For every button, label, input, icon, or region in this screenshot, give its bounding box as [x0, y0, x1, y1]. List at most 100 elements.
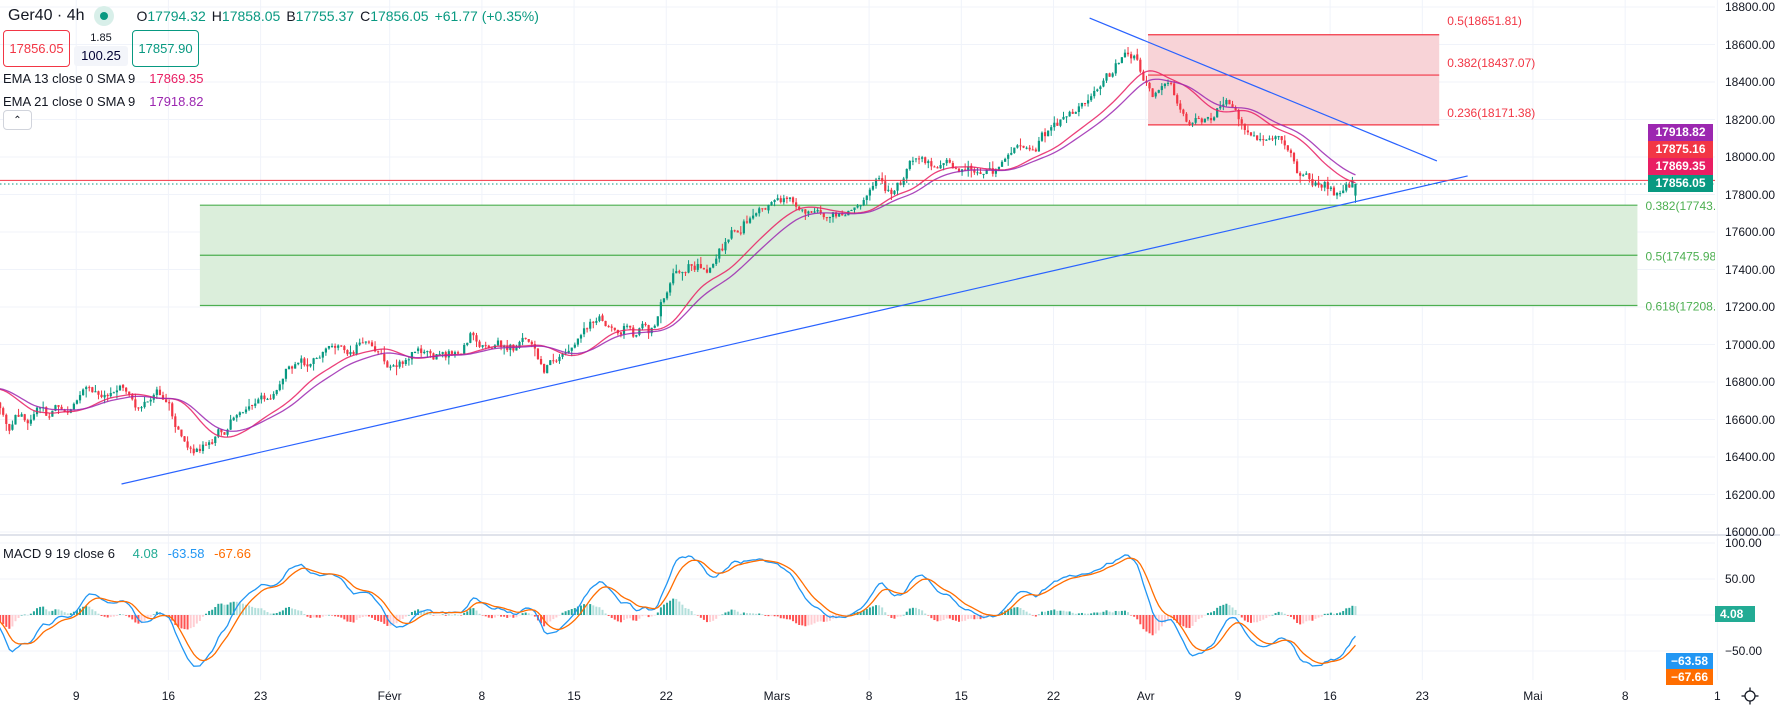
- candle: [1157, 89, 1160, 94]
- symbol-title[interactable]: Ger40 · 4h: [8, 7, 85, 24]
- candle-body: [970, 165, 973, 170]
- candle: [312, 357, 315, 371]
- candle-body: [1136, 54, 1139, 60]
- macd-histogram-bar: [1216, 607, 1219, 615]
- candle-body: [340, 345, 343, 347]
- macd-histogram-bar: [143, 615, 146, 621]
- macd-histogram-bar: [463, 612, 466, 615]
- macd-histogram-bar: [435, 615, 438, 616]
- macd-histogram-bar: [309, 615, 312, 618]
- macd-histogram-bar: [186, 615, 189, 630]
- macd-histogram-bar: [911, 607, 914, 615]
- candle-body: [1222, 104, 1225, 107]
- candle-body: [1188, 121, 1191, 126]
- candle-body: [527, 339, 530, 342]
- macd-histogram-bar: [284, 607, 287, 615]
- candle-body: [1007, 154, 1010, 159]
- line-price-badge: 17875.16: [1648, 141, 1713, 158]
- candle-body: [75, 400, 79, 404]
- candle: [398, 359, 401, 369]
- quantity-input[interactable]: 100.25: [74, 46, 128, 66]
- macd-histogram-bar: [11, 615, 14, 627]
- macd-histogram-bar: [709, 615, 712, 622]
- candle-body: [629, 325, 632, 328]
- macd-histogram-bar: [257, 608, 260, 615]
- candle-body: [1016, 145, 1019, 148]
- macd-histogram-bar: [235, 601, 238, 615]
- candle-body: [567, 350, 570, 353]
- macd-histogram-bar: [294, 609, 297, 615]
- candle: [198, 444, 201, 454]
- macd-histogram-bar: [1127, 612, 1130, 615]
- fibonacci-drawings[interactable]: 0.5(18651.81) 0.382(18437.07) 0.236(18171.…: [199, 14, 1717, 314]
- candle: [1013, 147, 1016, 154]
- candle-body: [733, 230, 736, 232]
- macd-histogram-bar: [579, 605, 582, 615]
- macd-histogram-bar: [438, 615, 441, 616]
- candle: [201, 441, 205, 454]
- candle: [610, 324, 613, 332]
- candle-body: [438, 353, 441, 355]
- macd-histogram-bar: [1222, 604, 1225, 615]
- macd-histogram-bar: [733, 609, 736, 615]
- candle: [675, 264, 678, 274]
- candle-body: [383, 353, 386, 362]
- candle-body: [426, 351, 429, 353]
- candle: [214, 436, 217, 446]
- macd-histogram-bar: [804, 615, 807, 627]
- candle-body: [1037, 140, 1041, 152]
- macd-histogram-bar: [275, 613, 278, 615]
- candle-body: [884, 181, 887, 191]
- candle-body: [118, 385, 122, 391]
- candle-body: [1176, 95, 1179, 104]
- buy-button[interactable]: 17857.90: [132, 30, 199, 67]
- price-axis-label: 16400.00: [1725, 450, 1776, 464]
- macd-histogram-bar: [392, 615, 395, 625]
- candle-body: [1022, 145, 1025, 148]
- macd-histogram-bar: [349, 615, 352, 622]
- candle-body: [1225, 100, 1228, 105]
- candle-body: [1179, 103, 1182, 110]
- candle-body: [721, 248, 724, 251]
- candle: [1004, 157, 1007, 162]
- candle-body: [570, 347, 573, 351]
- settings-gear-icon[interactable]: [1741, 687, 1759, 705]
- candle: [690, 264, 693, 272]
- macd-histogram-bar: [853, 612, 856, 615]
- macd-histogram-bar: [214, 607, 217, 615]
- collapse-legend-button[interactable]: ⌃: [3, 110, 32, 130]
- candle: [1299, 171, 1302, 183]
- candle-body: [309, 364, 312, 367]
- candle: [862, 197, 865, 207]
- macd-histogram-bar: [902, 614, 905, 616]
- macd-histogram-bar: [91, 609, 94, 615]
- indicator-ema21[interactable]: EMA 21 close 0 SMA 9 17918.82: [3, 94, 203, 109]
- high-value: 17858.05: [221, 8, 281, 24]
- macd-legend[interactable]: MACD 9 19 close 6 4.08 -63.58 -67.66: [3, 546, 251, 561]
- candle-body: [263, 395, 266, 400]
- trendlines[interactable]: [121, 17, 1468, 485]
- candle: [1240, 116, 1243, 130]
- candle-body: [1354, 183, 1357, 196]
- candle-body: [539, 359, 543, 365]
- macd-histogram-bar: [819, 615, 822, 622]
- candle: [1148, 81, 1151, 92]
- macd-histogram-bar: [951, 615, 954, 621]
- candle: [801, 209, 804, 213]
- candle-body: [656, 316, 659, 326]
- macd-histogram-bar: [868, 607, 871, 615]
- macd-histogram-bar: [921, 610, 924, 615]
- ema13-sma9-line: [0, 70, 1356, 438]
- macd-histogram-bar: [518, 615, 521, 616]
- candle-body: [1139, 59, 1142, 72]
- indicator-ema13[interactable]: EMA 13 close 0 SMA 9 17869.35: [3, 71, 203, 86]
- candle: [1289, 148, 1293, 158]
- fib-level-label: 0.5(18651.81): [1447, 14, 1522, 28]
- sell-button[interactable]: 17856.05: [3, 30, 70, 67]
- macd-histogram-bar: [401, 615, 404, 619]
- candle: [1117, 62, 1120, 65]
- macd-histogram-bar: [653, 615, 656, 616]
- macd-histogram-bar: [1037, 614, 1040, 616]
- candle: [1034, 147, 1037, 153]
